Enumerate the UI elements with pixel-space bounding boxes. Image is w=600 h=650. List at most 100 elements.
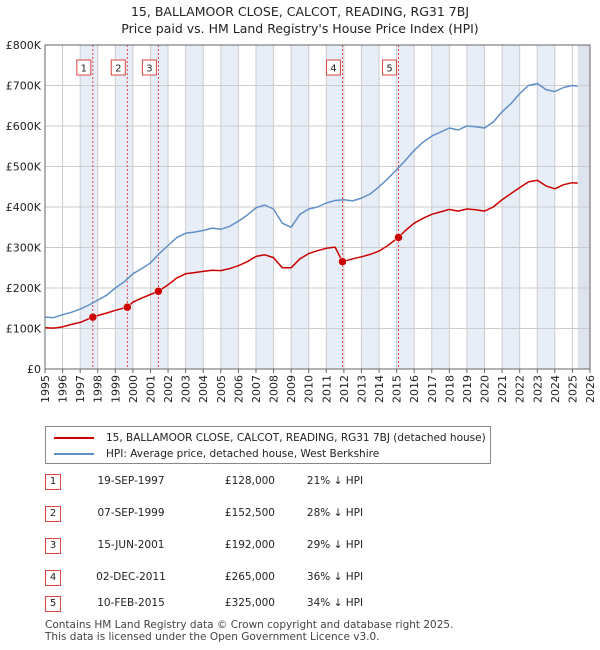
y-tick-label: £400K xyxy=(6,201,42,214)
x-tick-label: 2006 xyxy=(232,375,245,403)
marker-box-label: 5 xyxy=(386,64,392,75)
x-tick-label: 2020 xyxy=(479,375,492,403)
y-tick-label: £700K xyxy=(6,80,42,93)
transaction-hpi-diff: 29% ↓ HPI xyxy=(306,539,364,551)
marker-box-frame xyxy=(110,59,126,76)
transaction-number: 5 xyxy=(45,596,61,612)
sale-point-4 xyxy=(338,257,347,266)
y-tick-label: £300K xyxy=(6,242,42,255)
x-tick-label: 1999 xyxy=(109,375,122,403)
x-tick-label: 1995 xyxy=(39,375,52,403)
legend-item-property: 15, BALLAMOOR CLOSE, CALCOT, READING, RG… xyxy=(54,431,486,445)
transaction-hpi-diff: 36% ↓ HPI xyxy=(306,571,364,583)
transaction-hpi-diff: 21% ↓ HPI xyxy=(306,475,364,487)
x-tick-label: 1998 xyxy=(92,375,105,403)
x-tick-label: 2015 xyxy=(391,375,404,403)
x-tick-label: 2019 xyxy=(461,375,474,403)
x-tick-label: 2011 xyxy=(320,375,333,403)
footer-copyright: Contains HM Land Registry data © Crown c… xyxy=(45,619,454,631)
marker-box-frame xyxy=(325,59,341,76)
marker-box-frame xyxy=(76,59,92,76)
x-tick-label: 2007 xyxy=(250,375,263,403)
x-tick-label: 1997 xyxy=(74,375,87,403)
marker-box-label: 1 xyxy=(81,64,87,75)
legend-label-property: 15, BALLAMOOR CLOSE, CALCOT, READING, RG… xyxy=(106,432,486,444)
legend-item-hpi: HPI: Average price, detached house, West… xyxy=(54,447,379,461)
marker-box-5: 5 xyxy=(382,59,398,76)
chart-title-line2: Price paid vs. HM Land Registry's House … xyxy=(121,21,479,36)
footer-attribution: Contains HM Land Registry data © Crown c… xyxy=(45,619,453,643)
transaction-hpi-diff: 34% ↓ HPI xyxy=(306,597,364,609)
legend-swatch-blue xyxy=(54,453,94,455)
transaction-date: 02-DEC-2011 xyxy=(96,571,166,583)
price-chart: 1 2 3 4 5 £0 £100K £200K £300K £400K £500K £600K £7… xyxy=(6,39,597,403)
x-tick-label: 2017 xyxy=(426,375,439,403)
marker-box-label: 4 xyxy=(330,64,336,75)
x-tick-label: 2008 xyxy=(268,375,281,403)
table-row: 5 10-FEB-2015 £325,000 34% ↓ HPI xyxy=(45,596,545,614)
property-series-line xyxy=(44,179,578,329)
x-tick-label: 2003 xyxy=(180,375,193,403)
transaction-price: £192,000 xyxy=(224,539,275,551)
x-tick-label: 2009 xyxy=(285,375,298,403)
marker-box-frame xyxy=(382,59,398,76)
x-tick-label: 2014 xyxy=(373,375,386,403)
x-tick-label: 1996 xyxy=(57,375,70,403)
transaction-date: 19-SEP-1997 xyxy=(97,475,165,487)
x-tick-label: 2010 xyxy=(303,375,316,403)
x-tick-label: 2001 xyxy=(144,375,157,403)
marker-box-label: 3 xyxy=(146,64,152,75)
x-tick-label: 2026 xyxy=(584,375,597,403)
legend-swatch-red xyxy=(54,437,94,439)
table-row: 3 15-JUN-2001 £192,000 29% ↓ HPI xyxy=(45,538,545,556)
x-tick-label: 2025 xyxy=(566,375,579,403)
transaction-date: 15-JUN-2001 xyxy=(97,539,165,551)
y-tick-label: £600K xyxy=(6,120,42,133)
y-tick-label: £200K xyxy=(6,282,42,295)
marker-box-3: 3 xyxy=(141,59,157,76)
y-tick-label: £800K xyxy=(6,39,42,52)
plot-frame xyxy=(44,44,591,370)
sale-point-1 xyxy=(88,312,98,322)
x-tick-label: 2016 xyxy=(408,375,421,403)
table-row: 4 02-DEC-2011 £265,000 36% ↓ HPI xyxy=(45,570,545,588)
transaction-number: 4 xyxy=(45,570,61,586)
x-tick-label: 2022 xyxy=(514,375,527,403)
table-row: 2 07-SEP-1999 £152,500 28% ↓ HPI xyxy=(45,506,545,524)
x-tick-label: 2013 xyxy=(355,375,368,403)
y-tick-label: £500K xyxy=(6,161,42,174)
transaction-number: 2 xyxy=(45,506,61,522)
y-tick-label: £0 xyxy=(27,363,41,376)
x-tick-label: 2002 xyxy=(162,375,175,403)
transaction-date: 10-FEB-2015 xyxy=(97,597,165,609)
x-tick-label: 2024 xyxy=(549,375,562,403)
x-tick-label: 2023 xyxy=(531,375,544,403)
x-tick-label: 2018 xyxy=(443,375,456,403)
marker-box-4: 4 xyxy=(325,59,341,76)
y-tick-label: £100K xyxy=(6,323,42,336)
sale-point-2 xyxy=(123,302,132,312)
transaction-price: £128,000 xyxy=(224,475,275,487)
sale-point-5 xyxy=(394,233,403,242)
x-tick-label: 2021 xyxy=(496,375,509,403)
marker-box-frame xyxy=(141,59,157,76)
table-row: 1 19-SEP-1997 £128,000 21% ↓ HPI xyxy=(45,474,545,492)
chart-title-line1: 15, BALLAMOOR CLOSE, CALCOT, READING, RG… xyxy=(130,4,470,19)
transaction-number: 3 xyxy=(45,538,61,554)
transaction-date: 07-SEP-1999 xyxy=(97,507,165,519)
chart-legend: 15, BALLAMOOR CLOSE, CALCOT, READING, RG… xyxy=(45,426,491,464)
x-tick-label: 2012 xyxy=(338,375,351,403)
x-tick-label: 2005 xyxy=(215,375,228,403)
x-tick-label: 2000 xyxy=(127,375,140,403)
marker-box-2: 2 xyxy=(110,59,126,76)
transaction-hpi-diff: 28% ↓ HPI xyxy=(306,507,364,519)
hpi-series-line xyxy=(44,82,578,319)
x-tick-label: 2004 xyxy=(197,375,210,403)
footer-licence: This data is licensed under the Open Gov… xyxy=(45,631,380,643)
legend-label-hpi: HPI: Average price, detached house, West… xyxy=(106,448,380,460)
sale-point-3 xyxy=(154,286,163,296)
transaction-price: £152,500 xyxy=(224,507,275,519)
transaction-number: 1 xyxy=(45,474,61,490)
marker-box-label: 2 xyxy=(115,64,121,75)
transaction-price: £265,000 xyxy=(224,571,275,583)
